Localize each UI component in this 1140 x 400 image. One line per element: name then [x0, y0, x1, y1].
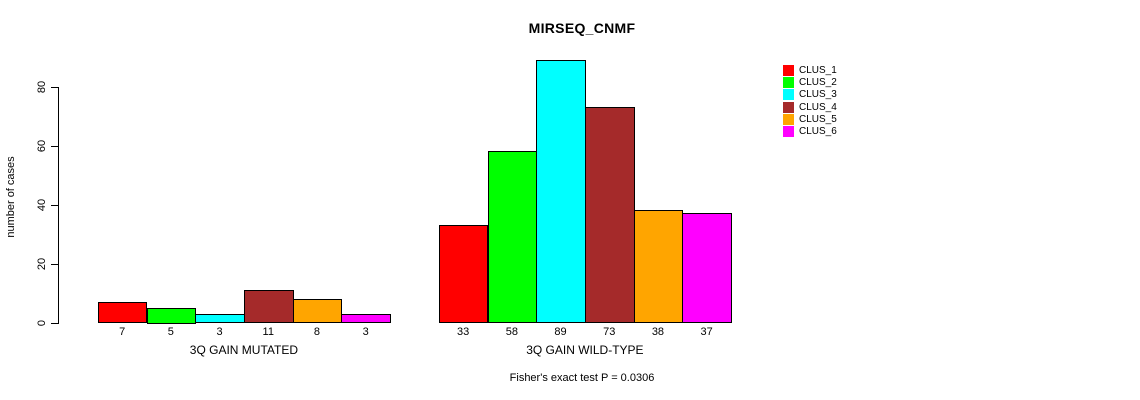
y-tick-mark [50, 322, 58, 324]
legend-swatch-clus_2 [783, 77, 794, 89]
y-tick-label: 60 [36, 139, 48, 152]
bar-clus_1-group2 [438, 225, 489, 324]
y-tick-mark [50, 263, 58, 265]
bar-value-label: 89 [554, 326, 567, 338]
bar-value-label: 33 [457, 326, 470, 338]
bar-clus_3-group2 [536, 59, 586, 324]
bar-clus_5-group2 [633, 210, 684, 324]
bar-value-label: 11 [262, 326, 274, 338]
fisher-test-annotation: Fisher's exact test P = 0.0306 [509, 372, 655, 384]
bar-value-label: 3 [362, 326, 369, 338]
bar-value-label: 7 [119, 326, 126, 338]
y-axis-line [57, 86, 59, 324]
bar-clus_6-group2 [682, 213, 732, 324]
bar-clus_4-group2 [584, 107, 635, 324]
legend-label-clus_6: CLUS_6 [799, 126, 837, 137]
bar-clus_4-group1 [243, 290, 294, 324]
y-tick-label: 80 [36, 80, 48, 93]
y-axis-label: number of cases [5, 156, 17, 238]
legend-label-clus_3: CLUS_3 [799, 89, 837, 101]
legend-swatch-clus_5 [783, 113, 794, 125]
bar-value-label: 38 [651, 326, 665, 338]
bar-clus_5-group1 [292, 298, 343, 324]
bar-value-label: 5 [167, 326, 174, 338]
bar-value-label: 58 [505, 326, 518, 338]
y-tick-mark [50, 204, 58, 206]
legend-swatch-clus_1 [783, 65, 794, 76]
y-tick-label: 20 [36, 257, 48, 270]
legend-swatch-clus_4 [783, 101, 794, 113]
y-tick-label: 40 [36, 198, 48, 211]
bar-value-label: 73 [603, 326, 616, 338]
legend-label-clus_2: CLUS_2 [799, 77, 837, 89]
group-label-1: 3Q GAIN MUTATED [189, 343, 298, 357]
legend-swatch-clus_6 [783, 126, 794, 137]
bar-clus_6-group1 [341, 313, 391, 324]
bar-clus_1-group1 [97, 301, 148, 324]
group-label-2: 3Q GAIN WILD-TYPE [526, 343, 644, 357]
bar-value-label: 37 [700, 326, 713, 338]
legend-label-clus_1: CLUS_1 [799, 65, 837, 76]
bar-value-label: 3 [216, 326, 223, 338]
bar-clus_3-group1 [195, 313, 245, 324]
y-tick-mark [50, 86, 58, 88]
y-tick-label: 0 [36, 319, 48, 326]
legend-label-clus_5: CLUS_5 [799, 113, 837, 125]
chart-title: MIRSEQ_CNMF [528, 20, 636, 36]
legend-swatch-clus_3 [783, 89, 794, 101]
bar-clus_2-group1 [146, 307, 197, 324]
bar-clus_2-group2 [487, 151, 538, 324]
y-tick-mark [50, 145, 58, 147]
bar-value-label: 8 [313, 326, 320, 338]
legend-label-clus_4: CLUS_4 [799, 101, 837, 113]
